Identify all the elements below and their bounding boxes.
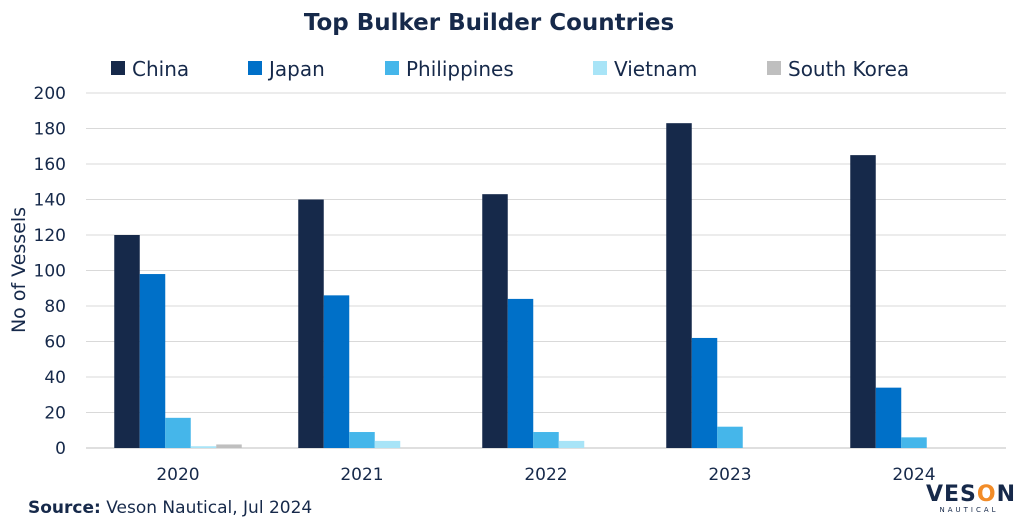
bar-philippines-2023	[717, 426, 743, 448]
veson-nautical-logo: VESON NAUTICAL	[926, 482, 1017, 515]
bar-china-2020	[114, 235, 140, 448]
x-tick-label: 2021	[340, 465, 383, 485]
y-axis-ticks: 0 20 40 60 80 100 120 140 160 180 200	[34, 84, 66, 459]
y-tick-label: 80	[44, 297, 66, 317]
logo-subtitle: NAUTICAL	[939, 506, 999, 514]
bar-china-2024	[850, 155, 876, 448]
legend-label: Philippines	[406, 57, 514, 81]
bar-japan-2024	[875, 387, 902, 448]
bar-china-2022	[482, 194, 508, 448]
bar-japan-2023	[691, 337, 718, 448]
y-tick-label: 180	[34, 120, 66, 140]
legend-swatch	[385, 61, 399, 75]
bar-china-2023	[666, 123, 692, 449]
y-axis-label: No of Vessels	[8, 207, 30, 333]
source-note: Source: Veson Nautical, Jul 2024	[28, 498, 312, 518]
bar-vietnam-2021	[374, 440, 401, 448]
logo-wordmark: VESON	[926, 482, 1017, 507]
x-tick-label: 2024	[892, 465, 935, 485]
bar-japan-2021	[323, 295, 350, 448]
y-tick-label: 60	[44, 333, 66, 353]
bar-vietnam-2020	[190, 446, 217, 448]
x-tick-label: 2023	[708, 465, 751, 485]
legend-swatch	[593, 61, 607, 75]
y-tick-label: 200	[34, 84, 66, 104]
y-tick-label: 100	[34, 262, 66, 282]
legend-swatch	[111, 61, 125, 75]
legend-label: Vietnam	[614, 57, 697, 81]
bar-japan-2022	[507, 298, 534, 448]
legend-swatch	[767, 61, 781, 75]
x-tick-label: 2022	[524, 465, 567, 485]
legend-label: China	[132, 57, 189, 81]
gridlines	[86, 92, 1006, 449]
bar-china-2021	[298, 199, 324, 448]
legend: China Japan Philippines Vietnam South Korea	[111, 57, 909, 81]
legend-label: Japan	[267, 57, 325, 81]
legend-label: South Korea	[788, 57, 909, 81]
bar-japan-2020	[139, 274, 166, 448]
y-tick-label: 140	[34, 191, 66, 211]
bar-philippines-2021	[349, 432, 375, 448]
source-label: Source:	[28, 498, 101, 518]
bar-philippines-2020	[165, 417, 191, 448]
bar-philippines-2024	[901, 437, 927, 448]
bars	[114, 123, 927, 449]
chart-title: Top Bulker Builder Countries	[304, 10, 674, 36]
bar-philippines-2022	[533, 432, 559, 448]
x-axis-ticks: 2020 2021 2022 2023 2024	[156, 465, 935, 485]
y-tick-label: 160	[34, 155, 66, 175]
legend-swatch	[248, 61, 262, 75]
y-tick-label: 40	[44, 368, 66, 388]
source-text: Veson Nautical, Jul 2024	[100, 498, 313, 518]
y-tick-label: 120	[34, 226, 66, 246]
bar-south-korea-2020	[216, 444, 242, 448]
y-tick-label: 20	[44, 404, 66, 424]
bar-vietnam-2022	[558, 440, 585, 448]
y-tick-label: 0	[55, 439, 66, 459]
x-tick-label: 2020	[156, 465, 199, 485]
